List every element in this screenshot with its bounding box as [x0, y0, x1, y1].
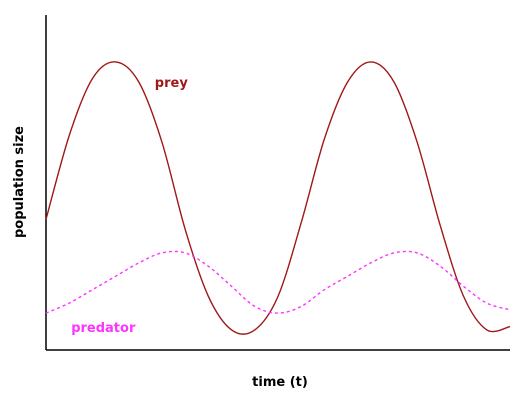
series-line-prey [45, 61, 511, 335]
series-line-predator [45, 250, 511, 314]
y-axis-label: population size [12, 126, 27, 238]
series-layer [45, 61, 511, 335]
series-label-predator: predator [71, 321, 136, 336]
axes [45, 15, 510, 351]
x-axis-label: time (t) [252, 375, 308, 390]
annotation-layer: prey predator [71, 76, 188, 336]
series-label-prey: prey [155, 76, 189, 91]
